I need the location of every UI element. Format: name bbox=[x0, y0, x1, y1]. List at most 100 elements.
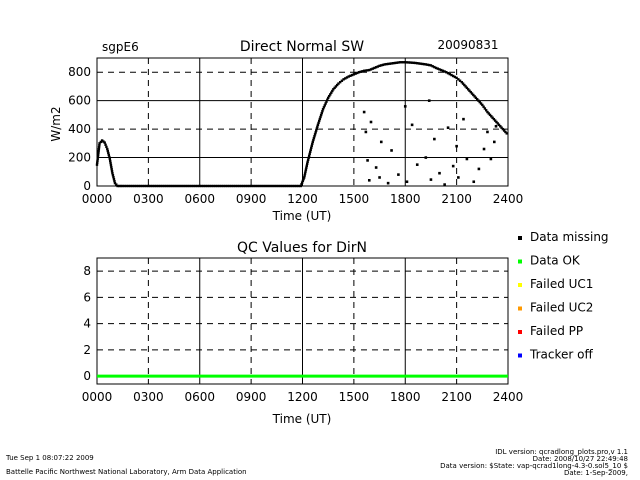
chart1-data-point bbox=[293, 184, 297, 188]
chart1-data-point bbox=[143, 184, 146, 188]
chart1-data-point bbox=[331, 89, 334, 93]
chart1-data-point bbox=[392, 62, 395, 65]
chart1-data-point bbox=[326, 98, 329, 101]
chart1-data-point bbox=[98, 144, 101, 147]
footer-data-date: Date: 1-Sep-2009, bbox=[564, 469, 628, 477]
chart1-data-point bbox=[393, 61, 397, 65]
chart1-x-tick-label: 0300 bbox=[133, 192, 164, 206]
chart1-data-point bbox=[214, 184, 217, 188]
chart1-scattered-point bbox=[386, 181, 390, 185]
chart1-data-point bbox=[267, 184, 271, 188]
chart1-data-point bbox=[139, 184, 142, 188]
chart1-data-point bbox=[97, 147, 101, 151]
chart1-data-point bbox=[281, 184, 285, 188]
chart1-data-point bbox=[475, 98, 479, 101]
chart1-data-point bbox=[109, 163, 113, 167]
chart2-x-tick-label: 2400 bbox=[493, 390, 524, 404]
chart1-data-point bbox=[113, 181, 117, 185]
chart1-scattered-point bbox=[405, 180, 409, 184]
chart1-data-point bbox=[453, 75, 457, 79]
chart1-data-point bbox=[108, 157, 112, 161]
chart1-data-point bbox=[307, 156, 310, 160]
chart1-data-point bbox=[316, 125, 319, 128]
chart1-data-point bbox=[301, 179, 305, 183]
chart1-x-tick-label: 2400 bbox=[493, 192, 524, 206]
chart1-data-point bbox=[230, 184, 233, 188]
chart1-data-point bbox=[504, 130, 507, 134]
chart1-scattered-point bbox=[438, 171, 441, 175]
chart1-data-point bbox=[265, 184, 269, 188]
legend-label: Data OK bbox=[530, 254, 581, 268]
chart1-data-point bbox=[110, 169, 114, 173]
chart1-data-point bbox=[319, 115, 322, 119]
chart1-scattered-point bbox=[446, 126, 450, 129]
chart1-data-point bbox=[436, 67, 439, 70]
chart1-data-point bbox=[174, 184, 178, 188]
chart1-scattered-point bbox=[366, 159, 369, 162]
chart2-x-tick-label: 0600 bbox=[184, 390, 215, 404]
chart1-data-point bbox=[448, 72, 451, 76]
chart2-y-tick-label: 2 bbox=[83, 343, 91, 357]
chart1-y-tick-label: 200 bbox=[68, 151, 91, 165]
chart1-data-point bbox=[349, 74, 352, 77]
legend-marker bbox=[518, 306, 522, 311]
chart1-data-point bbox=[376, 65, 380, 68]
chart1-data-point bbox=[484, 109, 488, 112]
chart1-data-point bbox=[409, 61, 412, 64]
chart1-data-point bbox=[131, 184, 134, 188]
chart1-data-point bbox=[112, 177, 116, 181]
chart1-scattered-point bbox=[403, 105, 407, 108]
chart1-scattered-point bbox=[443, 183, 446, 186]
chart1-data-point bbox=[310, 144, 313, 148]
chart1-data-point bbox=[383, 63, 386, 66]
chart1-data-point bbox=[340, 79, 344, 82]
chart1-data-point bbox=[362, 69, 366, 72]
chart1-data-point bbox=[324, 102, 327, 105]
chart1-data-point bbox=[364, 69, 368, 72]
chart1-data-point bbox=[240, 184, 243, 188]
chart2-frame bbox=[96, 257, 509, 385]
chart1-data-point bbox=[308, 152, 311, 156]
chart1-data-point bbox=[106, 147, 109, 151]
legend: Data missing Data OK Failed UC1 Failed UC2 F… bbox=[518, 230, 609, 362]
chart1-data-point bbox=[263, 184, 267, 188]
chart1-scattered-point bbox=[494, 124, 498, 128]
chart1-scattered-point bbox=[379, 140, 383, 144]
chart1-data-point bbox=[450, 73, 453, 77]
chart1-data-point bbox=[95, 163, 99, 166]
chart1-y-tick-label: 400 bbox=[68, 122, 91, 136]
chart1-data-point bbox=[501, 127, 505, 131]
chart1-data-point bbox=[164, 184, 168, 188]
chart2-x-tick-label: 1500 bbox=[339, 390, 370, 404]
chart2-x-tick-label: 0000 bbox=[82, 390, 113, 404]
chart1-data-point bbox=[479, 102, 483, 105]
chart1-data-point bbox=[474, 96, 478, 100]
chart1-data-point bbox=[202, 184, 205, 188]
chart2-x-axis-label: Time (UT) bbox=[272, 412, 332, 426]
chart1-data-point bbox=[334, 85, 338, 88]
chart1-data-point bbox=[204, 184, 207, 188]
chart1-data-point bbox=[378, 64, 381, 68]
legend-label: Tracker off bbox=[529, 348, 593, 362]
chart2-plot-area: 0000 0300 0600 0900 1200 1500 1800 2100 2400 0 2 4 6… bbox=[82, 257, 524, 404]
chart1-x-axis-label: Time (UT) bbox=[272, 209, 332, 223]
chart2-x-tick-label: 2100 bbox=[441, 390, 472, 404]
chart1-y-tick-label: 600 bbox=[68, 94, 91, 108]
chart1-data-point bbox=[499, 125, 502, 128]
chart1-data-point bbox=[110, 165, 113, 169]
chart1-scattered-point bbox=[369, 120, 373, 124]
chart1-data-point bbox=[257, 184, 261, 188]
chart1-scattered-point bbox=[378, 176, 381, 179]
chart1-data-point bbox=[312, 138, 315, 142]
chart1-data-point bbox=[247, 184, 251, 188]
chart1-scattered-point bbox=[486, 130, 489, 134]
chart1-data-point bbox=[472, 93, 475, 97]
chart1-data-point bbox=[210, 184, 213, 188]
chart1-data-point bbox=[309, 148, 312, 152]
chart1-data-point bbox=[222, 184, 225, 188]
chart1-data-point bbox=[224, 184, 227, 188]
chart1-data-point bbox=[96, 159, 99, 162]
chart1-data-point bbox=[426, 63, 429, 66]
chart1-data-point bbox=[438, 68, 441, 71]
chart1-data-point bbox=[170, 184, 174, 188]
